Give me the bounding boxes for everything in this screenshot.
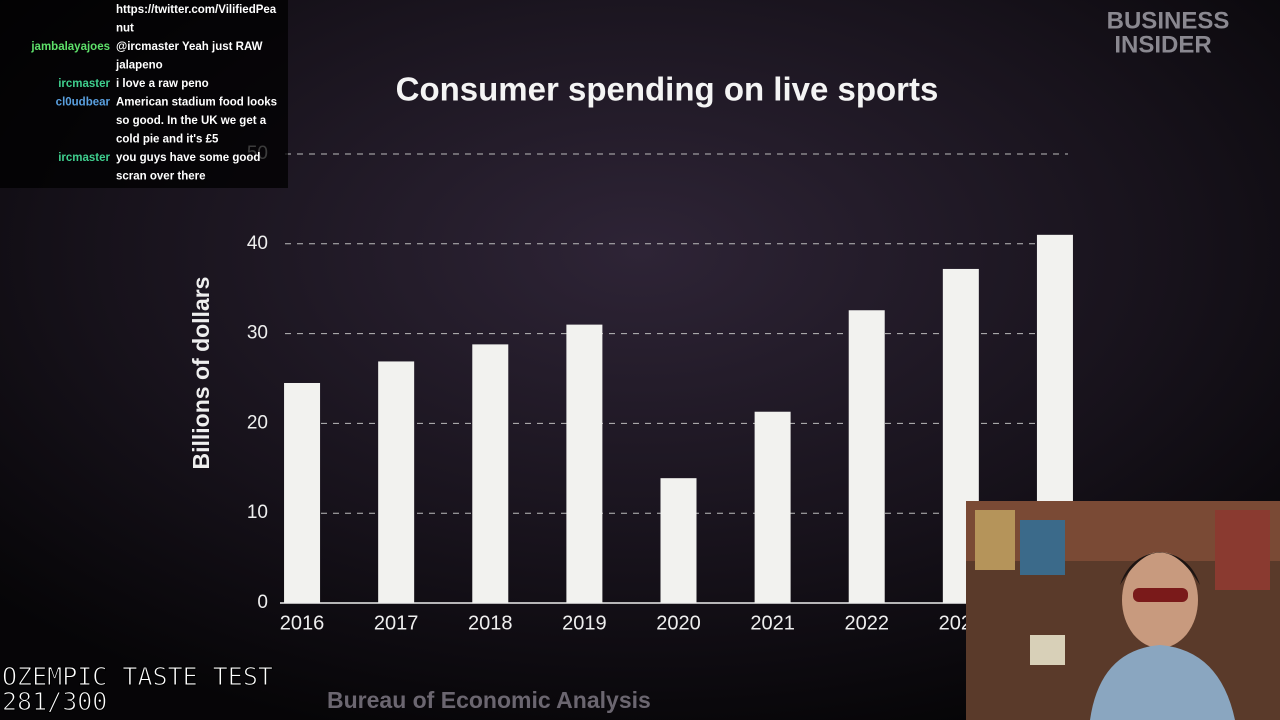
overlay-counter: 281/300 (2, 687, 107, 716)
shelf (1215, 510, 1270, 590)
bar (378, 361, 415, 603)
x-tick-label: 2019 (562, 612, 607, 634)
y-tick-label: 20 (247, 412, 268, 433)
webcam (966, 501, 1280, 720)
shirt (1090, 645, 1235, 720)
x-tick-label: 2022 (844, 612, 889, 634)
y-tick-label: 0 (257, 592, 268, 613)
glasses (1133, 588, 1188, 602)
bar (566, 324, 603, 603)
chat-message: @ircmaster Yeah just RAW (116, 41, 263, 53)
plot: 0102030405020162017201820192020202120222… (247, 143, 1075, 634)
bar (284, 382, 321, 603)
bar (472, 344, 509, 603)
poster (1020, 520, 1065, 575)
chat-message: i love a raw peno (116, 78, 209, 90)
y-tick-label: 40 (247, 233, 268, 254)
logo: BUSINESS (1107, 7, 1230, 34)
chat-username: cl0udbear (56, 97, 111, 109)
x-tick-label: 2017 (374, 612, 419, 634)
chat-panel (0, 0, 288, 188)
source: Bureau of Economic Analysis (327, 687, 651, 713)
x-tick-label: 2018 (468, 612, 513, 634)
y-tick-label: 10 (247, 502, 268, 523)
bar (754, 411, 791, 603)
x-tick-label: 2016 (280, 612, 325, 634)
chat-message: you guys have some good (116, 152, 260, 164)
logo: INSIDER (1114, 31, 1211, 58)
bar (660, 478, 697, 603)
chat-message: https://twitter.com/VilifiedPea (116, 4, 277, 16)
poster (975, 510, 1015, 570)
chat-message: American stadium food looks (116, 97, 277, 109)
chat-message: nut (116, 23, 134, 35)
chart-title: Consumer spending on live sports (396, 71, 939, 108)
x-tick-label: 2020 (656, 612, 701, 634)
chat: https://twitter.com/VilifiedPea nut jambal… (30, 4, 277, 183)
chat-message: scran over there (116, 171, 206, 183)
y-tick-label: 30 (247, 323, 268, 344)
chat-message: cold pie and it's £5 (116, 134, 219, 146)
chat-message: jalapeno (115, 60, 163, 72)
chat-message: so good. In the UK we get a (116, 115, 267, 127)
hair (1120, 552, 1200, 585)
x-tick-label: 2021 (750, 612, 795, 634)
chat-username: jambalayajoes (30, 41, 110, 53)
bar (848, 310, 885, 603)
y-axis-label: Billions of dollars (188, 277, 214, 470)
computer (1030, 635, 1065, 665)
chat-username: ircmaster (58, 78, 110, 90)
chat-username: ircmaster (58, 152, 110, 164)
overlay-title: OZEMPIC TASTE TEST (2, 662, 273, 691)
